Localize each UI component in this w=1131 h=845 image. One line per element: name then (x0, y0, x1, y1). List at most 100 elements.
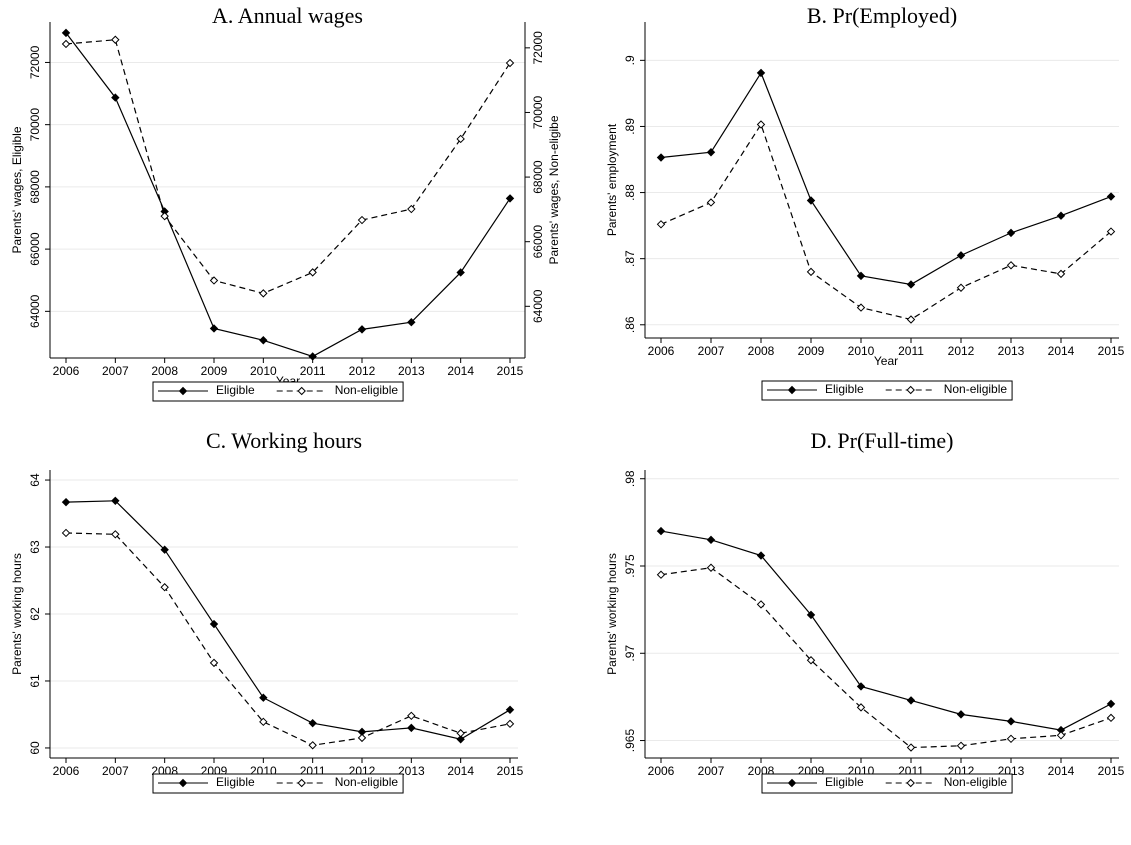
legend-label: Eligible (825, 775, 864, 789)
y2-tick-label: 64000 (531, 289, 545, 323)
chart: C. Working hours 60 61 62 63 64 Parents' worki… (10, 428, 524, 794)
marker (407, 204, 416, 214)
series-line (65, 500, 511, 740)
marker (456, 268, 465, 277)
marker (1006, 717, 1016, 726)
marker (357, 325, 367, 334)
legend-label: Eligible (216, 775, 255, 789)
marker (111, 496, 120, 506)
marker (209, 276, 219, 285)
legend-marker (906, 778, 915, 788)
marker (61, 528, 71, 538)
marker (956, 283, 966, 292)
legend-marker (297, 778, 306, 788)
series-line (660, 530, 1112, 731)
marker (357, 733, 367, 743)
marker (706, 198, 716, 207)
legend-marker (178, 778, 188, 788)
x-tick-label: 2008 (748, 344, 775, 358)
y-tick-label: .9 (623, 55, 637, 65)
y2-tick-label: 72000 (531, 31, 545, 65)
marker (906, 280, 916, 289)
marker (706, 535, 716, 545)
marker (756, 120, 766, 129)
marker (407, 723, 416, 733)
marker (1106, 713, 1116, 723)
x-tick-label: 2015 (497, 764, 524, 778)
series-line (65, 532, 511, 746)
marker (656, 220, 666, 229)
marker (806, 267, 816, 277)
marker (61, 28, 71, 38)
y-tick-label: .98 (623, 470, 637, 487)
marker (1106, 192, 1116, 201)
x-tick-label: 2013 (398, 764, 425, 778)
marker (308, 268, 317, 277)
legend-label: Eligible (216, 383, 255, 397)
marker (1106, 699, 1116, 709)
marker (61, 39, 71, 49)
y-tick-label: .97 (623, 645, 637, 662)
marker (706, 563, 716, 572)
panel: C. Working hours 60 61 62 63 64 Parents' worki… (0, 420, 565, 840)
legend: Eligible Non-eligible (761, 380, 1013, 401)
x-tick-label: 2011 (898, 344, 924, 358)
marker (505, 194, 515, 203)
legend: Eligible Non-eligible (761, 773, 1013, 794)
legend: Eligible Non-eligible (152, 381, 404, 402)
x-tick-label: 2014 (447, 764, 474, 778)
marker (956, 741, 966, 750)
marker (111, 35, 120, 44)
x-tick-label: 2014 (1048, 764, 1075, 778)
marker (906, 743, 916, 752)
marker (656, 526, 666, 536)
legend-marker (178, 386, 188, 396)
marker (259, 717, 268, 727)
marker (61, 497, 71, 507)
marker (1106, 227, 1116, 236)
marker (906, 696, 916, 705)
marker (856, 682, 866, 691)
marker (308, 741, 317, 750)
marker (706, 148, 716, 157)
x-tick-label: 2009 (798, 344, 825, 358)
chart: B. Pr(Employed) .86 .87 .88 .89 .9 Parents' em… (605, 3, 1125, 401)
y-axis-label: Parents' employment (605, 123, 619, 236)
legend-label: Non-eligible (944, 382, 1008, 396)
marker (1056, 731, 1066, 740)
y-tick-label: .86 (623, 316, 637, 333)
x-tick-label: 2006 (53, 364, 80, 378)
y-tick-label: 63 (28, 540, 42, 554)
marker (456, 735, 465, 744)
marker (1006, 734, 1016, 744)
y-tick-label: 64000 (28, 294, 42, 328)
x-tick-label: 2014 (1048, 344, 1075, 358)
marker (259, 289, 268, 298)
x-tick-label: 2007 (698, 764, 725, 778)
legend-label: Non-eligible (944, 775, 1008, 789)
x-tick-label: 2013 (398, 364, 425, 378)
x-tick-label: 2007 (698, 344, 725, 358)
marker (160, 211, 169, 221)
series-line (660, 567, 1112, 749)
x-tick-label: 2015 (1098, 344, 1125, 358)
marker (906, 315, 916, 324)
marker (806, 656, 816, 665)
x-tick-label: 2008 (151, 364, 178, 378)
marker (1006, 228, 1016, 238)
y2-tick-label: 70000 (531, 95, 545, 129)
chart: A. Annual wages 64000 66000 68000 70000 72000… (10, 3, 561, 402)
x-tick-label: 2010 (848, 344, 875, 358)
chart-title: D. Pr(Full-time) (811, 428, 954, 453)
marker (656, 153, 666, 162)
x-tick-label: 2012 (948, 344, 975, 358)
marker (505, 719, 515, 729)
chart-title: C. Working hours (206, 428, 362, 453)
x-tick-label: 2014 (447, 364, 474, 378)
marker (756, 600, 766, 609)
panel: D. Pr(Full-time) .965 .97 .975 .98 Parents' w… (565, 420, 1130, 840)
series-line (65, 32, 511, 358)
marker (456, 729, 465, 738)
marker (856, 303, 866, 312)
marker (259, 693, 268, 702)
